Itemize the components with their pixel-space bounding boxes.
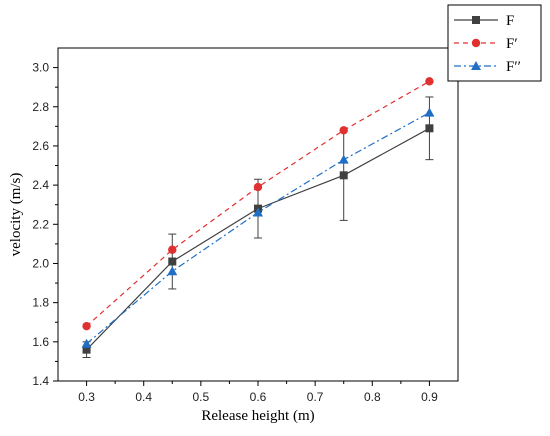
data-point: [81, 338, 92, 348]
legend-marker: [471, 61, 481, 70]
x-tick-label: 0.8: [364, 390, 381, 404]
axes-layer: 0.3 0.4 0.5 0.6 0.7 0.8 0.9 1.4 1.6 1.8 2.0 2.2 2.4 2…: [32, 47, 459, 404]
x-tick-label: 0.5: [193, 390, 210, 404]
series-square: [82, 96, 434, 358]
x-tick-label: 0.9: [421, 390, 438, 404]
y-tick-label: 1.4: [32, 374, 49, 388]
y-tick-label: 3.0: [32, 61, 49, 75]
y-tick-label: 2.0: [32, 256, 49, 270]
legend-label: F′: [506, 36, 518, 52]
series-circle: [82, 77, 434, 331]
series-layer: [81, 77, 435, 358]
data-point: [425, 124, 434, 133]
data-point: [82, 345, 91, 354]
y-tick-label: 1.6: [32, 335, 49, 349]
y-tick-label: 2.8: [32, 100, 49, 114]
data-point: [168, 245, 177, 254]
x-tick-label: 0.7: [307, 390, 324, 404]
x-axis-label: Release height (m): [201, 408, 314, 424]
data-point: [167, 266, 178, 276]
data-point: [82, 321, 91, 331]
legend-label: F′′: [506, 59, 521, 75]
x-tick-label: 0.6: [250, 390, 267, 404]
data-point: [339, 126, 348, 135]
data-point: [168, 257, 177, 266]
series-triangle: [81, 107, 435, 348]
data-point: [253, 182, 263, 192]
data-point: [338, 154, 349, 164]
x-tick-label: 0.4: [135, 390, 152, 404]
data-point: [339, 171, 348, 180]
x-tick-label: 0.3: [78, 390, 95, 404]
legend-label: F: [506, 13, 514, 29]
y-tick-label: 1.8: [32, 296, 49, 310]
legend: F F′ F′′: [447, 4, 542, 82]
y-tick-label: 2.6: [32, 139, 49, 153]
series-line: [86, 127, 430, 351]
legend-marker: [471, 38, 481, 48]
y-tick-label: 2.2: [32, 217, 49, 231]
y-tick-label: 2.4: [32, 178, 49, 192]
data-point: [424, 107, 435, 117]
data-point: [425, 77, 434, 86]
legend-marker: [472, 16, 480, 24]
series-line: [86, 80, 430, 327]
data-point: [253, 207, 263, 217]
y-axis-label: velocity (m/s): [8, 173, 24, 257]
